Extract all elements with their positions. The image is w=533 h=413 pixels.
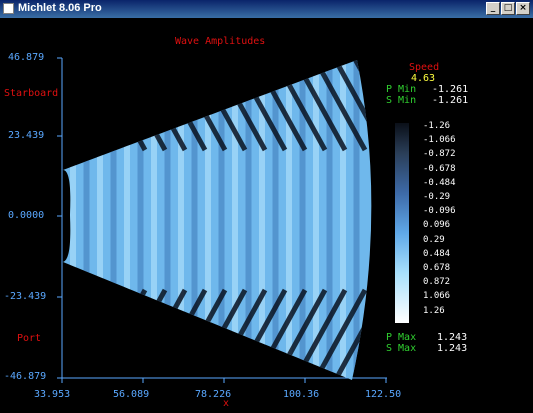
x-tick-label: 78.226 bbox=[195, 389, 232, 400]
s-min-value: -1.261 bbox=[432, 95, 469, 106]
s-max-value: 1.243 bbox=[437, 343, 468, 354]
wave-crest bbox=[178, 60, 184, 380]
wave-crest bbox=[83, 60, 90, 380]
y-tick-label: -23.439 bbox=[4, 291, 47, 302]
wave-crest bbox=[70, 60, 76, 380]
kelvin-wave-trough bbox=[127, 288, 188, 380]
wave-field bbox=[63, 60, 372, 380]
title-bar[interactable]: Michlet 8.06 Pro _ □ × bbox=[0, 0, 533, 18]
y-tick-label: 23.439 bbox=[8, 130, 45, 141]
wave-crest bbox=[353, 60, 360, 380]
kelvin-wave-trough bbox=[327, 288, 372, 380]
app-icon[interactable] bbox=[3, 3, 14, 14]
y-tick-label: 0.0000 bbox=[8, 210, 45, 221]
color-scale-tick-label: -0.29 bbox=[423, 192, 451, 202]
p-min-value: -1.261 bbox=[432, 84, 469, 95]
speed-label: Speed bbox=[409, 62, 440, 73]
plot-title: Wave Amplitudes bbox=[175, 36, 266, 47]
kelvin-wave-trough bbox=[107, 60, 168, 152]
color-scale-tick-label: -0.678 bbox=[423, 163, 456, 174]
port-label: Port bbox=[17, 333, 42, 344]
p-max-label: P Max bbox=[386, 332, 417, 343]
kelvin-wave-trough bbox=[87, 288, 148, 380]
wave-crest bbox=[313, 60, 319, 380]
color-scale-tick-label: -0.096 bbox=[423, 206, 456, 217]
p-min-label: P Min bbox=[386, 84, 417, 95]
speed-value: 4.63 bbox=[411, 73, 436, 84]
wave-crest bbox=[340, 60, 346, 380]
color-scale-tick-label: 0.484 bbox=[423, 248, 451, 259]
color-scale-tick-label: 0.678 bbox=[423, 263, 451, 273]
p-max-value: 1.243 bbox=[437, 332, 468, 343]
minimize-button[interactable]: _ bbox=[486, 2, 500, 15]
x-tick-label: 33.953 bbox=[34, 389, 71, 400]
wave-crest bbox=[110, 60, 117, 380]
window-title: Michlet 8.06 Pro bbox=[18, 2, 102, 14]
color-scale-tick-label: 0.29 bbox=[423, 234, 445, 245]
color-scale-tick-label: -1.066 bbox=[423, 135, 456, 146]
wave-crest bbox=[259, 60, 265, 380]
wave-crest bbox=[137, 60, 144, 380]
wave-crest bbox=[286, 60, 292, 380]
x-axis-label: x bbox=[223, 398, 230, 409]
x-tick-label: 122.50 bbox=[365, 389, 402, 400]
y-tick-label: 46.879 bbox=[8, 52, 45, 63]
kelvin-wave-trough bbox=[87, 60, 148, 152]
wave-crest bbox=[124, 60, 130, 380]
wave-crest bbox=[245, 60, 252, 380]
color-scale-bar bbox=[395, 123, 409, 323]
wave-crest bbox=[299, 60, 306, 380]
color-scale-tick-label: -1.26 bbox=[423, 121, 451, 131]
wave-crest bbox=[272, 60, 279, 380]
wave-crest bbox=[218, 60, 225, 380]
x-tick-label: 56.089 bbox=[113, 389, 150, 400]
wave-crest bbox=[232, 60, 238, 380]
starboard-label: Starboard bbox=[4, 88, 59, 99]
wave-crest bbox=[326, 60, 333, 380]
kelvin-wave-trough bbox=[107, 288, 168, 380]
s-max-label: S Max bbox=[386, 343, 417, 354]
wave-crest bbox=[164, 60, 171, 380]
maximize-button[interactable]: □ bbox=[501, 2, 515, 15]
wave-crest bbox=[151, 60, 157, 380]
y-tick-label: -46.879 bbox=[4, 371, 47, 382]
wave-crest bbox=[97, 60, 103, 380]
color-scale-tick-label: 0.096 bbox=[423, 220, 451, 231]
close-button[interactable]: × bbox=[516, 2, 530, 15]
color-scale-tick-label: 1.066 bbox=[423, 291, 451, 302]
x-tick-label: 100.36 bbox=[283, 389, 320, 400]
color-scale-tick-label: 1.26 bbox=[423, 305, 445, 316]
wave-crest bbox=[205, 60, 211, 380]
wave-crest bbox=[191, 60, 198, 380]
s-min-label: S Min bbox=[386, 95, 417, 106]
color-scale-tick-label: 0.872 bbox=[423, 277, 451, 288]
color-scale-tick-label: -0.484 bbox=[423, 177, 456, 188]
color-scale-tick-label: -0.872 bbox=[423, 149, 456, 160]
